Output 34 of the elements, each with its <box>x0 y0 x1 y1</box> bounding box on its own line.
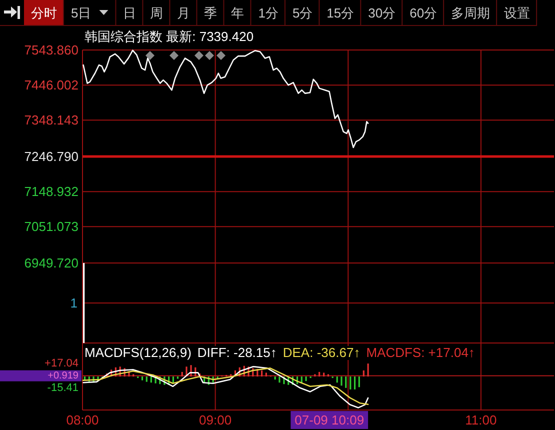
series-label: DIFF: -28.15↑ <box>197 345 277 360</box>
text: 5日 <box>71 6 92 20</box>
text: 5分 <box>292 6 313 20</box>
chart-title: MACDFS(12,26,9) <box>84 345 192 360</box>
text: 季 <box>204 6 218 20</box>
y-tick-label: 7051.073 <box>24 219 78 234</box>
x-tick-label: 09:00 <box>199 412 232 428</box>
y-tick-label: -15.41 <box>47 382 78 394</box>
y-tick-label: 7246.790 <box>24 149 78 164</box>
text: 1分 <box>258 6 278 20</box>
text: 15分 <box>326 6 354 20</box>
text: 分时 <box>31 6 57 20</box>
y-tick-label: 6949.720 <box>24 256 78 270</box>
text: 60分 <box>410 6 438 20</box>
x-tick-label: 08:00 <box>66 412 99 428</box>
y-tick-label: +17.04 <box>44 358 78 370</box>
y-tick-label: 7148.932 <box>24 184 78 200</box>
series-label: MACDFS: +17.04↑ <box>366 345 475 360</box>
text: 月 <box>177 6 190 20</box>
text: 设置 <box>504 6 530 20</box>
chart-title: 韩国综合指数 最新: 7339.420 <box>84 29 254 44</box>
ref-line-label: 1 <box>70 296 78 310</box>
text: 多周期 <box>451 6 490 20</box>
ref-line-label: +0.919 <box>48 370 79 382</box>
x-tick-label: 11:00 <box>465 412 497 428</box>
text: 日 <box>123 6 136 20</box>
text: 周 <box>150 6 164 20</box>
text: 年 <box>231 6 244 20</box>
text: 30分 <box>368 6 396 20</box>
series-label: DEA: -36.67↑ <box>282 345 360 360</box>
y-tick-label: 7543.860 <box>24 42 78 58</box>
y-tick-label: 7446.002 <box>24 78 78 93</box>
text: 07-09 10:09 <box>294 412 364 428</box>
y-tick-label: 7348.143 <box>24 112 78 128</box>
